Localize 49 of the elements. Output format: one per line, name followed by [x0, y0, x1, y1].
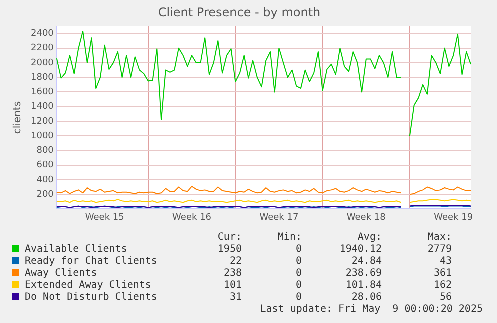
text: Cur: — [216, 232, 242, 244]
y-tick-label: 400 — [36, 175, 54, 186]
y-tick-label: 200 — [36, 190, 54, 200]
text: 43 — [438, 256, 452, 268]
text: 101 — [222, 280, 242, 292]
y-tick-label: 2400 — [31, 29, 54, 40]
y-tick-label: 1000 — [31, 131, 54, 142]
y-tick-label: 1800 — [31, 72, 54, 83]
text: 0 — [294, 244, 302, 256]
x-tick-label: Week 19 — [434, 212, 474, 223]
x-tick-label: Week 15 — [85, 212, 124, 223]
text: 31 — [228, 292, 242, 304]
legend-label: Ready for Chat Clients — [24, 256, 158, 268]
x-tick-label: Week 18 — [346, 212, 386, 223]
y-tick-label: 2200 — [31, 44, 54, 54]
text: 238.69 — [344, 268, 382, 280]
chart-title: Client Presence - by month — [158, 5, 321, 20]
y-axis-title: clients — [12, 101, 24, 134]
x-tick-label: Week 16 — [172, 212, 212, 223]
text: 28.06 — [350, 292, 382, 304]
y-tick-label: 2000 — [31, 58, 54, 68]
legend-label: Do Not Disturb Clients — [24, 292, 158, 304]
text: 2779 — [426, 244, 452, 256]
y-tick-label: 1400 — [31, 102, 54, 112]
y-tick-label: 1200 — [31, 116, 54, 127]
text: 361 — [432, 268, 452, 280]
legend-label: Away Clients — [24, 268, 98, 280]
text: 162 — [432, 280, 452, 292]
text: 101.84 — [344, 280, 382, 292]
y-tick-label: 1600 — [31, 88, 54, 98]
text: Min: — [276, 232, 302, 244]
text: 0 — [294, 292, 302, 304]
text: 1950 — [216, 244, 242, 256]
y-tick-label: 800 — [36, 146, 54, 156]
legend-label: Available Clients — [24, 244, 128, 256]
text: 1940.12 — [338, 244, 382, 256]
y-tick-label: 600 — [36, 160, 54, 171]
text: 0 — [294, 268, 302, 280]
text: 0 — [294, 256, 302, 268]
text: 22 — [228, 256, 242, 268]
text: 24.84 — [350, 256, 382, 268]
text: 56 — [438, 292, 452, 304]
text: 0 — [294, 280, 302, 292]
text: Max: — [426, 232, 452, 244]
x-tick-label: Week 17 — [260, 212, 299, 223]
text: 238 — [222, 268, 242, 280]
text: Last update: Fri May 9 00:00:20 2025 — [260, 304, 483, 315]
legend-label: Extended Away Clients — [24, 280, 152, 292]
text: Avg: — [356, 232, 382, 244]
